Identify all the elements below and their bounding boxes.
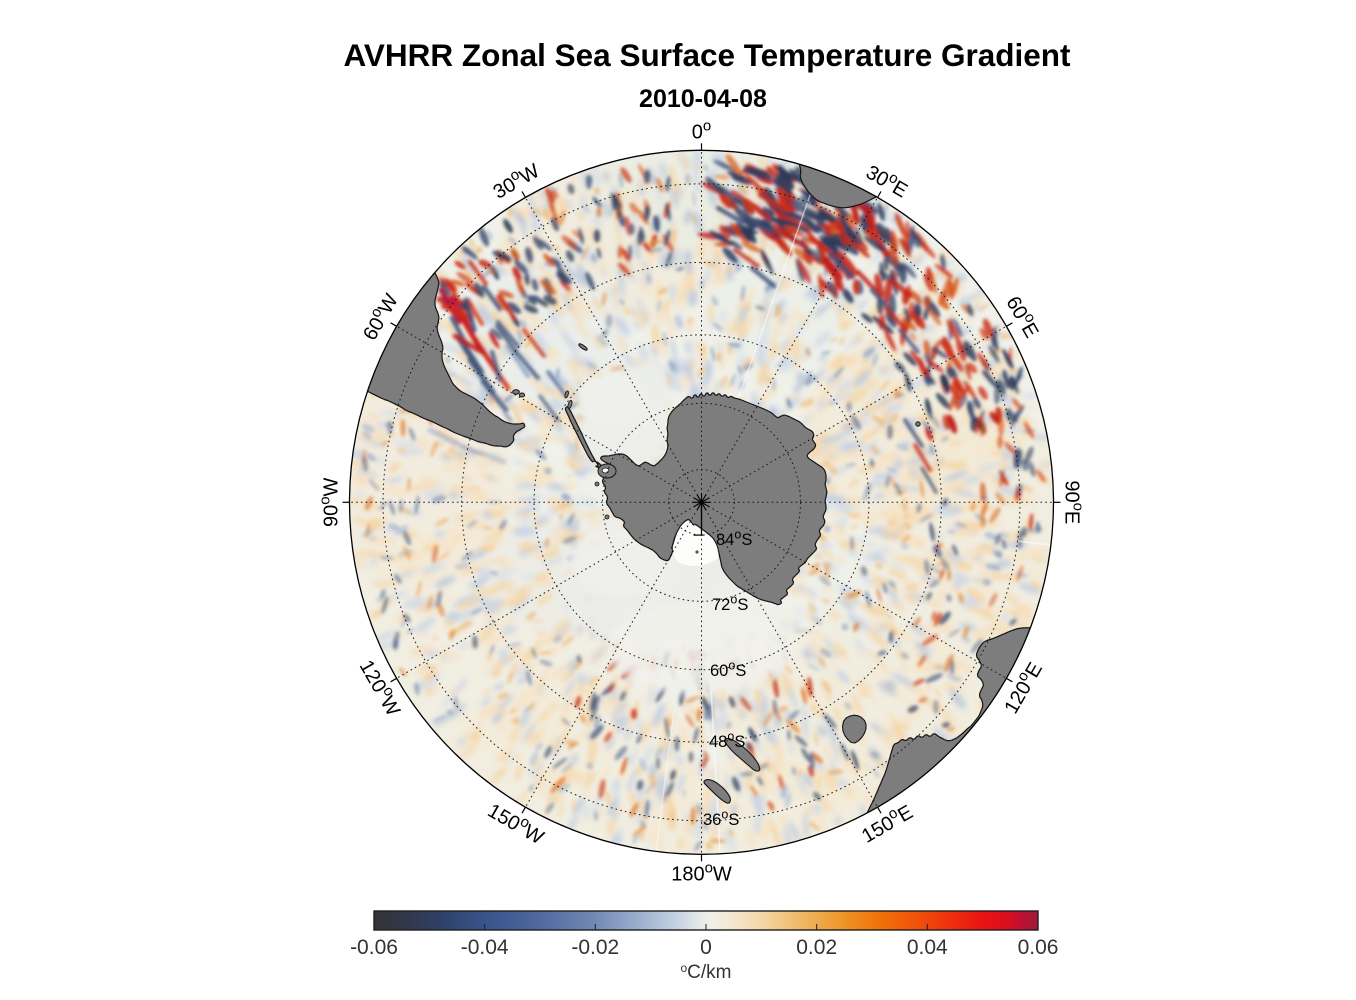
- svg-text:180oW: 180oW: [671, 859, 732, 885]
- svg-text:36oS: 36oS: [703, 808, 739, 830]
- svg-text:60oS: 60oS: [710, 659, 746, 681]
- svg-text:0: 0: [700, 936, 712, 959]
- svg-text:-0.06: -0.06: [350, 936, 398, 959]
- svg-text:AVHRR Zonal Sea Surface Temper: AVHRR Zonal Sea Surface Temperature Grad…: [343, 37, 1071, 73]
- svg-text:0.04: 0.04: [907, 936, 948, 959]
- svg-text:72oS: 72oS: [712, 593, 748, 615]
- svg-text:0o: 0o: [692, 117, 711, 143]
- svg-text:-0.02: -0.02: [571, 936, 619, 959]
- svg-text:-0.04: -0.04: [461, 936, 509, 959]
- svg-text:0.02: 0.02: [796, 936, 837, 959]
- svg-text:90oE: 90oE: [1061, 480, 1087, 524]
- svg-text:84oS: 84oS: [716, 528, 752, 550]
- svg-text:90oW: 90oW: [317, 477, 343, 527]
- svg-text:2010-04-08: 2010-04-08: [639, 85, 767, 113]
- svg-text:48oS: 48oS: [709, 730, 745, 752]
- svg-text:oC/km: oC/km: [680, 961, 731, 983]
- svg-text:0.06: 0.06: [1018, 936, 1059, 959]
